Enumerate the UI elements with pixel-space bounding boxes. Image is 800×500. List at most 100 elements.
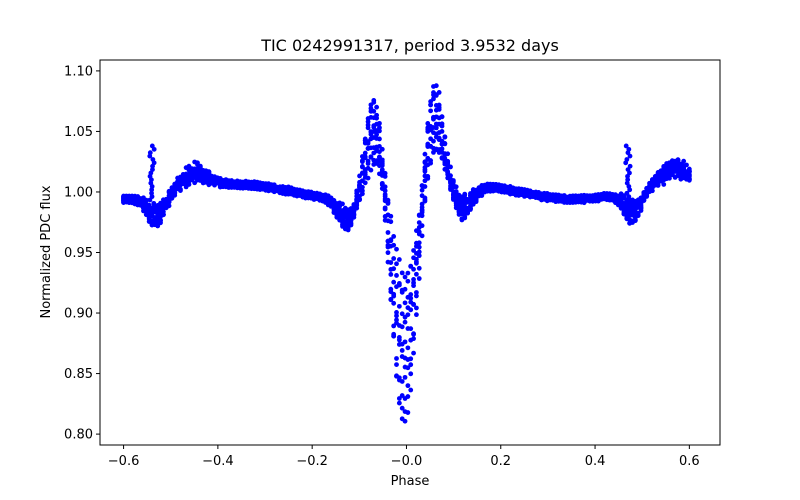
data-point xyxy=(371,157,377,163)
data-point xyxy=(354,202,360,208)
data-point xyxy=(405,383,411,389)
data-point xyxy=(271,182,277,188)
data-point xyxy=(436,102,442,108)
data-point xyxy=(416,220,422,226)
axes: −0.6 −0.4 −0.2 −0.0 0.2 0.4 0.6 0.80 0.85 0.90 0.9… xyxy=(64,64,700,469)
data-point xyxy=(172,186,178,191)
data-point xyxy=(391,234,397,239)
data-point xyxy=(416,265,422,271)
data-point xyxy=(561,194,567,200)
data-point xyxy=(374,104,380,110)
data-point xyxy=(368,129,374,135)
data-point xyxy=(678,163,684,169)
data-point xyxy=(411,266,416,272)
data-point xyxy=(151,200,157,206)
data-point xyxy=(195,160,200,166)
data-point xyxy=(422,178,428,184)
data-point xyxy=(414,293,419,299)
data-point xyxy=(394,261,399,267)
data-point xyxy=(459,217,465,223)
data-point xyxy=(408,292,414,297)
data-point xyxy=(360,154,365,159)
y-tick-label: 0.80 xyxy=(64,428,93,443)
data-point xyxy=(283,187,289,193)
data-point xyxy=(135,202,141,208)
data-point xyxy=(132,198,138,204)
x-tick-label: −0.2 xyxy=(296,454,328,469)
data-point xyxy=(394,273,399,278)
data-point xyxy=(394,373,399,379)
data-point xyxy=(627,163,633,169)
data-point xyxy=(396,303,402,309)
data-point xyxy=(425,126,431,132)
data-point xyxy=(408,307,414,313)
data-point xyxy=(396,377,402,383)
data-point xyxy=(396,257,402,262)
data-point xyxy=(365,116,371,121)
data-point xyxy=(402,286,408,292)
data-point xyxy=(402,374,408,380)
data-point xyxy=(394,356,399,361)
data-point xyxy=(345,227,351,233)
x-tick-label: −0.6 xyxy=(108,454,140,469)
data-point xyxy=(624,190,630,196)
data-point xyxy=(652,174,658,179)
data-point xyxy=(385,259,391,265)
chart-title: TIC 0242991317, period 3.9532 days xyxy=(260,36,559,55)
data-point xyxy=(405,270,411,276)
data-point xyxy=(414,290,419,295)
data-point xyxy=(385,201,391,206)
data-point xyxy=(644,194,650,199)
x-tick-label: 0.2 xyxy=(490,454,511,469)
data-point xyxy=(357,183,362,189)
data-point xyxy=(465,210,470,216)
data-point xyxy=(391,256,397,261)
data-point xyxy=(439,146,445,152)
data-point xyxy=(385,244,391,250)
data-point xyxy=(351,207,357,213)
data-point xyxy=(260,186,266,192)
x-tick-label: 0.4 xyxy=(585,454,606,469)
data-point xyxy=(626,146,632,152)
data-point xyxy=(448,177,453,182)
data-point xyxy=(416,240,422,246)
data-point xyxy=(149,190,154,196)
data-point xyxy=(396,335,402,340)
data-point xyxy=(615,201,621,206)
data-point xyxy=(226,182,232,188)
data-point xyxy=(547,197,553,202)
data-point xyxy=(357,173,362,179)
data-point xyxy=(638,205,644,211)
data-point xyxy=(158,217,163,223)
data-point xyxy=(681,158,687,164)
data-point xyxy=(175,181,180,186)
data-point xyxy=(382,217,388,223)
data-point xyxy=(351,212,357,218)
data-point xyxy=(573,196,579,202)
data-point xyxy=(405,345,411,351)
data-point xyxy=(445,170,451,175)
data-point xyxy=(308,190,314,195)
data-point xyxy=(391,293,397,299)
data-point xyxy=(178,177,183,183)
data-point xyxy=(382,196,388,202)
data-point xyxy=(385,230,391,235)
data-point xyxy=(402,339,408,345)
data-point xyxy=(416,249,422,255)
data-point xyxy=(408,295,414,301)
data-point xyxy=(169,193,175,199)
data-point xyxy=(411,336,416,342)
data-point xyxy=(382,192,388,197)
data-point xyxy=(155,223,161,229)
data-point xyxy=(686,177,692,182)
data-point xyxy=(391,279,397,285)
data-point xyxy=(277,185,283,190)
data-point xyxy=(377,136,382,142)
data-point xyxy=(197,165,203,171)
y-tick-label: 1.05 xyxy=(64,125,93,140)
data-point xyxy=(649,181,655,187)
data-point xyxy=(385,250,391,256)
data-point xyxy=(624,157,630,162)
data-point xyxy=(382,214,388,219)
data-point xyxy=(675,157,681,163)
